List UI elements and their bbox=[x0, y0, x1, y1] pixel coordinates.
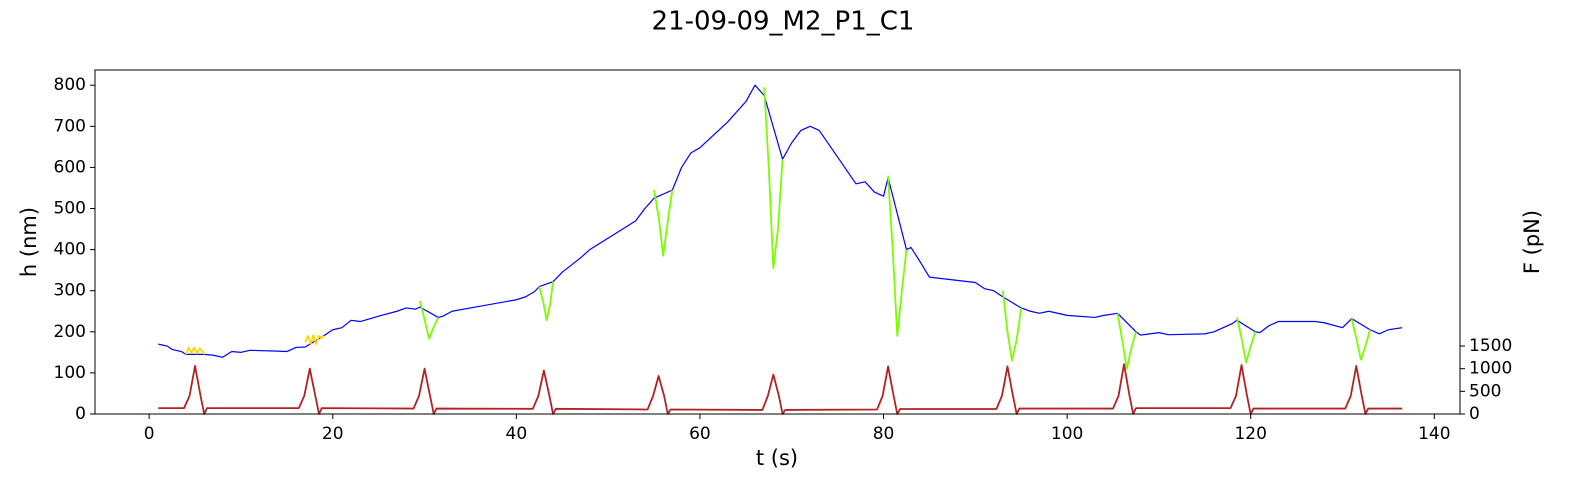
y-tick-label: 300 bbox=[54, 281, 86, 301]
data-line bbox=[158, 363, 1403, 415]
y2-tick-label: 1000 bbox=[1469, 359, 1512, 379]
x-tick-label: 80 bbox=[873, 424, 895, 444]
data-line bbox=[419, 87, 1371, 370]
y-tick-label: 400 bbox=[54, 240, 86, 260]
x-tick-label: 60 bbox=[689, 424, 711, 444]
y2-axis-label: F (pN) bbox=[1520, 210, 1544, 274]
chart-title: 21-09-09_M2_P1_C1 bbox=[652, 7, 915, 37]
x-tick-label: 100 bbox=[1051, 424, 1083, 444]
y2-tick-label: 1500 bbox=[1469, 336, 1512, 356]
y2-tick-label: 0 bbox=[1469, 404, 1480, 424]
data-line bbox=[185, 334, 325, 355]
plot-frame bbox=[94, 69, 1461, 415]
y-axis-label: h (nm) bbox=[17, 207, 41, 277]
x-tick-label: 20 bbox=[322, 424, 344, 444]
x-tick-label: 140 bbox=[1418, 424, 1450, 444]
y2-tick-label: 500 bbox=[1469, 381, 1501, 401]
y-tick-label: 700 bbox=[54, 116, 86, 136]
x-tick-label: 0 bbox=[144, 424, 155, 444]
x-axis-label: t (s) bbox=[756, 446, 798, 470]
y-tick-label: 0 bbox=[75, 404, 86, 424]
y-tick-label: 200 bbox=[54, 322, 86, 342]
x-tick-label: 40 bbox=[506, 424, 528, 444]
y-tick-label: 100 bbox=[54, 363, 86, 383]
data-line bbox=[158, 84, 1403, 358]
y-tick-label: 600 bbox=[54, 157, 86, 177]
y-tick-label: 800 bbox=[54, 75, 86, 95]
y-tick-label: 500 bbox=[54, 199, 86, 219]
x-tick-label: 120 bbox=[1234, 424, 1266, 444]
